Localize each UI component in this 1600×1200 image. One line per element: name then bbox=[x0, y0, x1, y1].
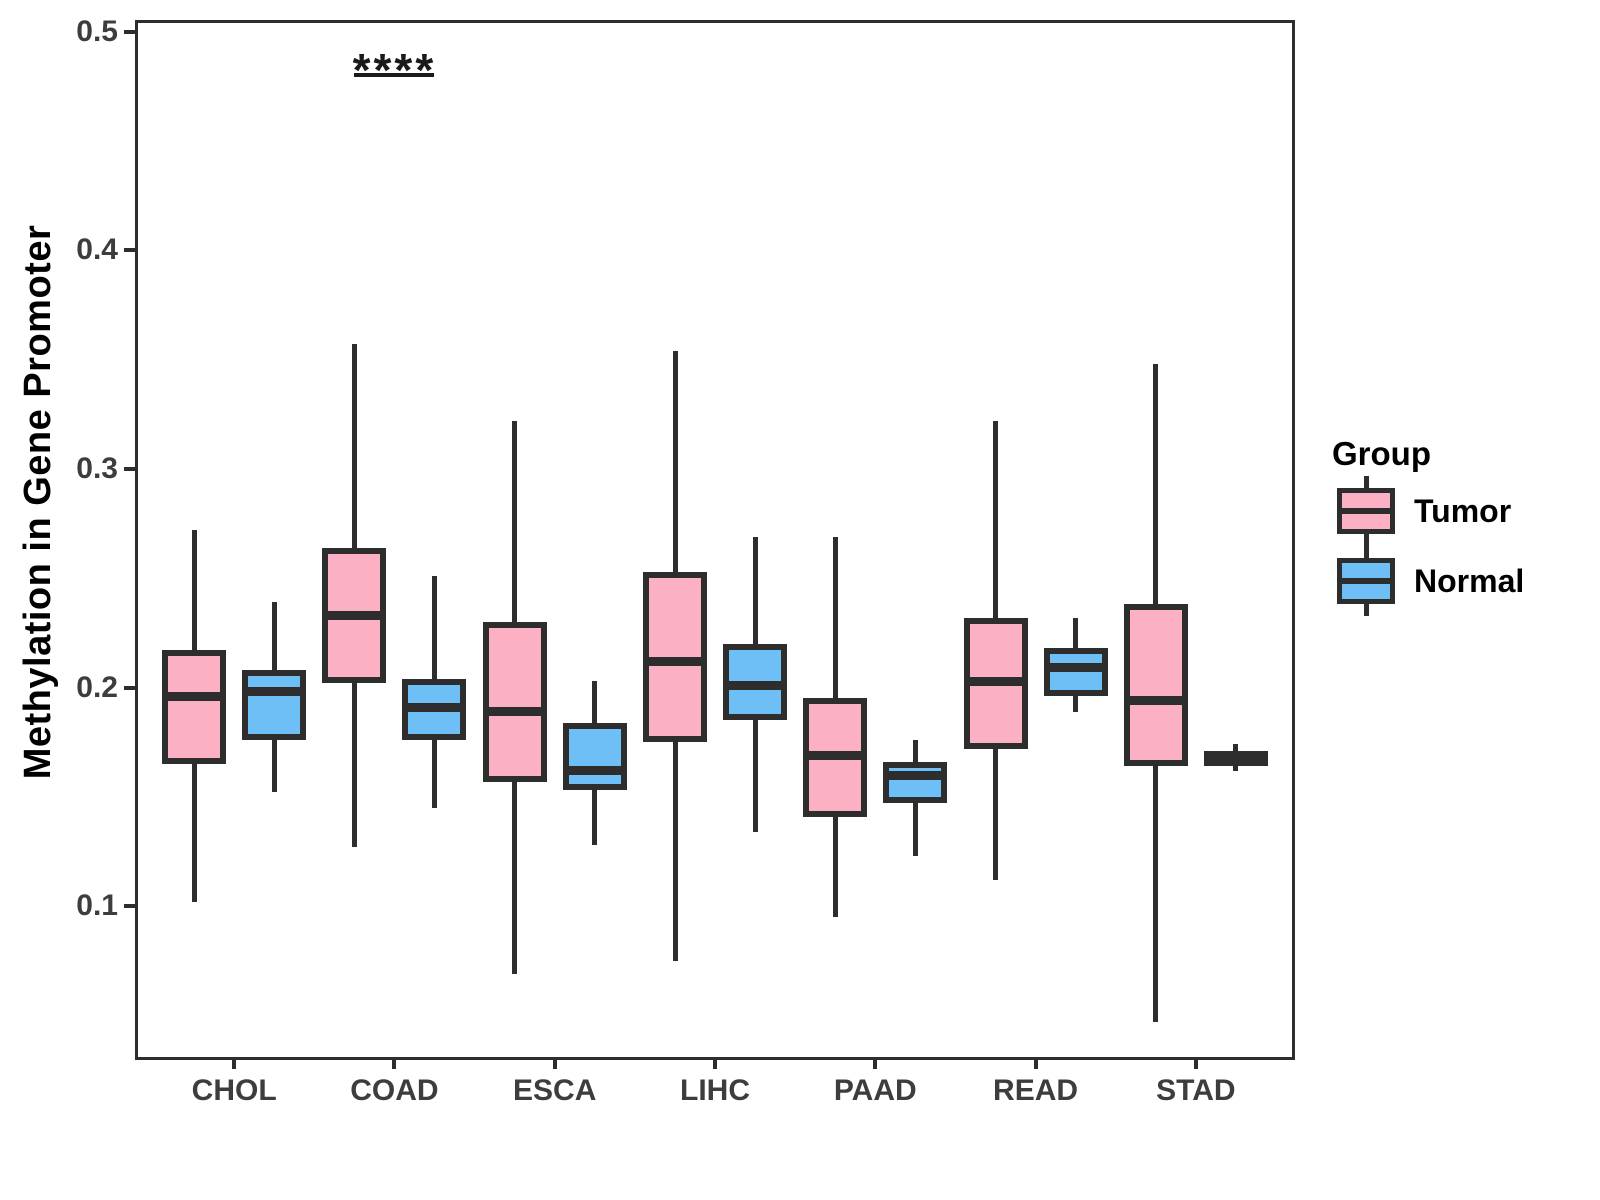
legend-key-box-icon bbox=[1337, 558, 1395, 604]
x-category-label-stad: STAD bbox=[1156, 1074, 1236, 1107]
median-tumor-lihc bbox=[649, 656, 701, 666]
median-normal-paad bbox=[889, 770, 942, 780]
x-tick-mark-stad bbox=[1193, 1057, 1198, 1069]
legend-key-box-icon bbox=[1337, 488, 1395, 534]
y-tick-mark-0.5 bbox=[124, 29, 138, 34]
box-tumor-stad bbox=[1123, 604, 1188, 767]
box-normal-paad bbox=[883, 761, 948, 804]
legend-key-tumor-boxplot-icon bbox=[1336, 476, 1396, 546]
whisker-upper-normal-paad bbox=[912, 740, 918, 762]
median-normal-stad bbox=[1209, 754, 1262, 764]
legend-key-whisker-icon bbox=[1363, 534, 1369, 546]
legend: Group Tumor Normal bbox=[1330, 432, 1590, 616]
legend-label-normal: Normal bbox=[1414, 562, 1525, 599]
legend-key-whisker-icon bbox=[1363, 476, 1369, 488]
whisker-upper-normal-coad bbox=[431, 576, 437, 679]
legend-entry-normal: Normal bbox=[1330, 546, 1590, 616]
y-tick-label-0.3: 0.3 bbox=[76, 451, 118, 485]
whisker-lower-normal-read bbox=[1073, 696, 1079, 712]
median-normal-read bbox=[1049, 663, 1102, 673]
median-tumor-stad bbox=[1129, 696, 1182, 706]
x-tick-mark-paad bbox=[873, 1057, 878, 1069]
significance-stars-coad: **** bbox=[352, 44, 437, 97]
whisker-lower-tumor-esca bbox=[512, 781, 518, 974]
whisker-lower-tumor-coad bbox=[351, 683, 357, 848]
whisker-lower-tumor-chol bbox=[191, 764, 197, 902]
whisker-upper-normal-chol bbox=[271, 602, 277, 671]
legend-entry-tumor: Tumor bbox=[1330, 476, 1590, 546]
median-normal-lihc bbox=[729, 680, 781, 690]
whisker-upper-tumor-lihc bbox=[672, 350, 678, 572]
legend-key-normal-boxplot-icon bbox=[1336, 546, 1396, 616]
x-tick-mark-read bbox=[1033, 1057, 1038, 1069]
whisker-lower-tumor-read bbox=[993, 748, 999, 880]
y-tick-mark-0.4 bbox=[124, 248, 138, 253]
whisker-lower-normal-chol bbox=[271, 740, 277, 793]
legend-key-whisker-icon bbox=[1363, 546, 1369, 558]
x-tick-mark-esca bbox=[552, 1057, 557, 1069]
x-category-label-lihc: LIHC bbox=[680, 1074, 750, 1107]
y-tick-label-0.1: 0.1 bbox=[76, 889, 118, 923]
y-tick-label-0.2: 0.2 bbox=[76, 670, 118, 704]
whisker-lower-tumor-stad bbox=[1153, 766, 1159, 1023]
median-tumor-paad bbox=[809, 750, 862, 760]
median-tumor-esca bbox=[488, 707, 541, 717]
whisker-upper-normal-lihc bbox=[752, 536, 758, 644]
whisker-upper-normal-stad bbox=[1233, 744, 1239, 751]
y-tick-label-0.4: 0.4 bbox=[76, 233, 118, 267]
legend-key-median-icon bbox=[1342, 508, 1390, 514]
whisker-upper-tumor-coad bbox=[351, 344, 357, 548]
x-category-label-chol: CHOL bbox=[191, 1074, 277, 1107]
y-tick-mark-0.1 bbox=[124, 904, 138, 909]
legend-key-median-icon bbox=[1342, 578, 1390, 584]
box-tumor-esca bbox=[482, 621, 547, 782]
whisker-upper-normal-esca bbox=[592, 681, 598, 723]
x-category-label-esca: ESCA bbox=[513, 1074, 597, 1107]
whisker-upper-tumor-read bbox=[993, 420, 999, 618]
whisker-lower-normal-stad bbox=[1233, 766, 1239, 771]
whisker-upper-tumor-esca bbox=[512, 420, 518, 622]
y-tick-mark-0.3 bbox=[124, 466, 138, 471]
legend-label-tumor: Tumor bbox=[1414, 492, 1512, 529]
x-category-label-read: READ bbox=[993, 1074, 1079, 1107]
whisker-upper-tumor-paad bbox=[832, 536, 838, 699]
x-tick-mark-chol bbox=[232, 1057, 237, 1069]
whisker-lower-normal-coad bbox=[431, 740, 437, 808]
legend-title: Group bbox=[1332, 435, 1431, 472]
x-tick-mark-coad bbox=[392, 1057, 397, 1069]
whisker-lower-normal-lihc bbox=[752, 720, 758, 832]
median-normal-chol bbox=[248, 687, 301, 697]
median-tumor-read bbox=[969, 676, 1022, 686]
median-tumor-coad bbox=[328, 610, 381, 620]
median-normal-esca bbox=[568, 766, 621, 776]
whisker-upper-tumor-chol bbox=[191, 530, 197, 651]
whisker-upper-normal-read bbox=[1073, 617, 1079, 649]
whisker-lower-normal-esca bbox=[592, 790, 598, 845]
whisker-lower-tumor-lihc bbox=[672, 742, 678, 961]
median-normal-coad bbox=[408, 702, 461, 712]
box-normal-chol bbox=[242, 670, 307, 741]
whisker-lower-normal-paad bbox=[912, 803, 918, 856]
plot-panel bbox=[138, 23, 1292, 1057]
box-tumor-chol bbox=[162, 650, 227, 765]
whisker-lower-tumor-paad bbox=[832, 816, 838, 918]
median-tumor-chol bbox=[168, 691, 221, 701]
y-tick-label-0.5: 0.5 bbox=[76, 14, 118, 48]
whisker-upper-tumor-stad bbox=[1153, 364, 1159, 605]
legend-key-whisker-icon bbox=[1363, 604, 1369, 616]
x-category-label-paad: PAAD bbox=[833, 1074, 917, 1107]
y-tick-mark-0.2 bbox=[124, 685, 138, 690]
box-normal-esca bbox=[562, 722, 627, 791]
significance-bar-coad bbox=[354, 73, 435, 78]
x-tick-mark-lihc bbox=[713, 1057, 717, 1069]
x-category-label-coad: COAD bbox=[350, 1074, 439, 1107]
